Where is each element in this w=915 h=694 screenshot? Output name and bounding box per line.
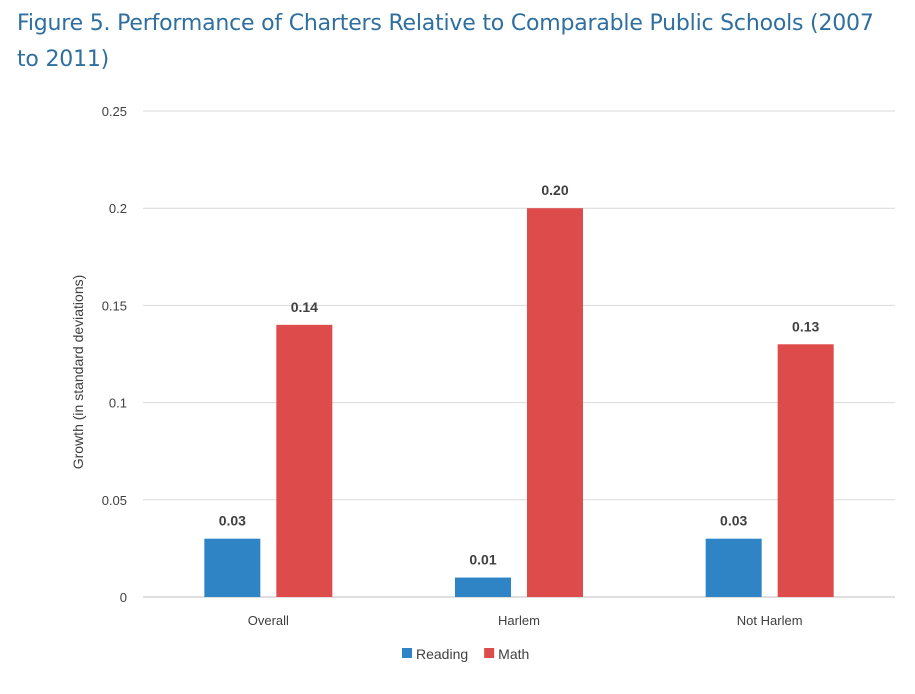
y-tick-label: 0.1 (109, 396, 127, 411)
y-tick-label: 0.2 (109, 201, 127, 216)
bar-reading (705, 538, 762, 597)
legend-label-math: Math (498, 646, 529, 662)
y-tick-label: 0.15 (102, 298, 127, 313)
bar-math (527, 208, 583, 597)
data-label: 0.01 (469, 552, 496, 568)
legend-swatch-math (484, 648, 495, 658)
x-tick-label: Overall (248, 613, 289, 628)
bar-reading (204, 538, 261, 597)
legend-label-reading: Reading (416, 646, 468, 662)
y-tick-label: 0 (120, 590, 127, 605)
x-tick-label: Not Harlem (737, 613, 803, 628)
bar-reading (455, 577, 511, 597)
data-label: 0.13 (792, 318, 819, 334)
data-label: 0.03 (219, 513, 246, 529)
legend-swatch-reading (402, 648, 412, 658)
data-label: 0.20 (541, 182, 568, 198)
data-label: 0.03 (720, 513, 747, 529)
chart-title: Figure 5. Performance of Charters Relati… (17, 11, 874, 72)
x-tick-label: Harlem (498, 613, 540, 628)
y-axis-title: Growth (in standard deviations) (70, 275, 86, 470)
y-tick-label: 0.25 (102, 104, 127, 119)
y-tick-label: 0.05 (102, 493, 127, 508)
data-label: 0.14 (291, 299, 318, 315)
bar-math (777, 344, 834, 597)
bar-math (276, 324, 333, 597)
